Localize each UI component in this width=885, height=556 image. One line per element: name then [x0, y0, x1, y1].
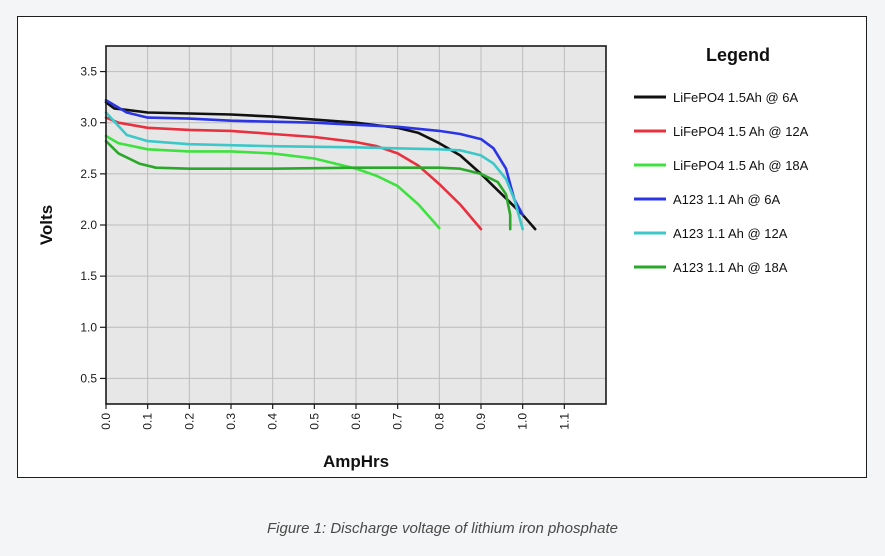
legend-label: A123 1.1 Ah @ 18A	[673, 260, 788, 275]
y-tick-label: 1.0	[80, 320, 97, 334]
series-lines	[104, 98, 537, 231]
legend: LiFePO4 1.5Ah @ 6A LiFePO4 1.5 Ah @ 12A Li…	[634, 90, 809, 275]
y-tick-label: 3.0	[80, 116, 97, 130]
legend-label: LiFePO4 1.5Ah @ 6A	[673, 90, 799, 105]
x-tick-label: 0.7	[391, 413, 405, 430]
x-tick-label: 1.0	[516, 413, 530, 430]
y-axis-title: Volts	[37, 205, 56, 245]
x-axis-ticks: 0.0 0.1 0.2 0.3 0.4 0.5 0.6 0.7 0.8 0.9 1.0 1.1	[99, 404, 571, 430]
legend-label: A123 1.1 Ah @ 6A	[673, 192, 780, 207]
figure-frame: 0.5 1.0 1.5 2.0 2.5 3.0 3.5 0.0 0.1 0.2 0.3 0.4 0.5…	[17, 16, 867, 478]
series-line-6	[104, 139, 512, 231]
x-tick-label: 1.1	[557, 413, 571, 430]
x-tick-label: 0.6	[349, 413, 363, 430]
y-tick-label: 3.5	[80, 65, 97, 79]
x-tick-label: 0.2	[182, 413, 196, 430]
x-tick-label: 0.8	[432, 413, 446, 430]
x-tick-label: 0.5	[307, 413, 321, 430]
series-line-2	[104, 116, 483, 231]
legend-title: Legend	[706, 45, 770, 65]
y-tick-label: 1.5	[80, 269, 97, 283]
legend-label: LiFePO4 1.5 Ah @ 12A	[673, 124, 809, 139]
figure-caption: Figure 1: Discharge voltage of lithium i…	[266, 520, 619, 537]
y-tick-label: 0.5	[80, 371, 97, 385]
discharge-chart: 0.5 1.0 1.5 2.0 2.5 3.0 3.5 0.0 0.1 0.2 0.3 0.4 0.5…	[37, 45, 809, 471]
series-line-5	[104, 111, 524, 231]
y-axis-ticks: 0.5 1.0 1.5 2.0 2.5 3.0 3.5	[80, 65, 106, 385]
legend-label: LiFePO4 1.5 Ah @ 18A	[673, 158, 809, 173]
x-tick-label: 0.4	[266, 413, 280, 430]
x-tick-label: 0.9	[474, 413, 488, 430]
series-line-4	[104, 98, 524, 217]
y-tick-label: 2.5	[80, 167, 97, 181]
x-tick-label: 0.3	[224, 413, 238, 430]
x-tick-label: 0.0	[99, 413, 113, 430]
series-line-3	[104, 134, 441, 230]
y-tick-label: 2.0	[80, 218, 97, 232]
legend-label: A123 1.1 Ah @ 12A	[673, 226, 788, 241]
x-axis-title: AmpHrs	[323, 452, 389, 471]
x-tick-label: 0.1	[141, 413, 155, 430]
